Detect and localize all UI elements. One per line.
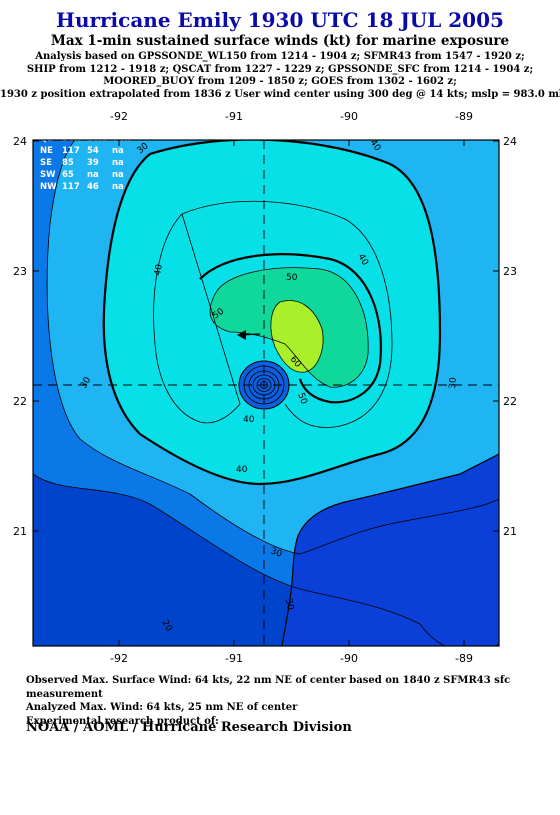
contour-label: 30 [269,546,283,559]
lon-tick-bottom: -92 [110,652,128,665]
footer-notes: Observed Max. Surface Wind: 64 kts, 22 n… [26,674,560,728]
wind-radii-header: 64K [112,134,131,144]
wind-map: -92 -91 -90 -89 24 23 22 21 24 23 22 21 … [0,104,560,674]
wind-radii-cell: NW [40,182,57,192]
observed-max-wind: Observed Max. Surface Wind: 64 kts, 22 n… [26,675,511,700]
wind-radii-cell: na [87,170,99,180]
lon-tick-bottom: -89 [455,652,473,665]
map-title: Hurricane Emily 1930 UTC 18 JUL 2005 [56,8,504,32]
storm-motion-arrow [237,330,246,340]
wind-radii-cell: na [112,146,124,156]
lon-tick-top: -92 [110,110,128,123]
lon-tick-top: -91 [225,110,243,123]
lat-tick-right: 24 [503,135,517,148]
contour-label: 40 [243,415,255,425]
map-subtitle: Max 1-min sustained surface winds (kt) f… [50,33,510,49]
contour-label: 40 [236,465,248,475]
wind-radii-cell: 54 [87,146,99,156]
lon-tick-top: -90 [340,110,358,123]
analysis-line: SHIP from 1212 - 1918 z; QSCAT from 1227… [26,63,534,75]
analysis-line: MOORED_BUOY from 1209 - 1850 z; GOES fro… [103,76,457,88]
analysis-line: Analysis based on GPSSONDE_WL150 from 12… [35,51,525,62]
wind-radii-cell: na [112,170,124,180]
research-product-label: Experimental research product of: [26,715,219,727]
contour-label: 30 [448,377,459,390]
yucatan-landmass [282,454,499,646]
lat-tick-left: 22 [13,395,27,408]
lat-tick-right: 23 [503,265,517,278]
lat-tick-right: 21 [503,525,517,538]
contour-label: 30 [283,598,295,611]
wind-radii-header: 50K [87,134,106,144]
analysis-sources: Analysis based on GPSSONDE_WL150 from 12… [0,51,560,101]
lat-tick-left: 24 [13,135,27,148]
wind-radii-cell: na [112,182,124,192]
lon-tick-top: -89 [455,110,473,123]
wind-radii-cell: SE [40,158,52,168]
analysis-line: 1930 z position extrapolated from 1836 z… [0,88,560,100]
wind-radii-header: 34K [62,134,81,144]
map-frame [32,139,500,647]
wind-radii-cell: na [112,158,124,168]
contour-label: 40 [153,263,165,276]
lon-tick-bottom: -90 [340,652,358,665]
lon-tick-bottom: -91 [225,652,243,665]
wind-radii-cell: 65 [62,170,74,180]
contour-labels: 30 30 40 40 40 40 40 50 50 50 60 30 30 2… [79,140,459,634]
analyzed-max-wind: Analyzed Max. Wind: 64 kts, 25 nm NE of … [26,702,298,713]
wind-radii-cell: SW [40,170,56,180]
wind-radii-table: WIND RADII (NM) QD 34K 50K 64K NE 117 54… [40,124,131,192]
wind-radii-cell: NE [40,146,53,156]
wind-field-svg: -92 -91 -90 -89 24 23 22 21 24 23 22 21 … [13,110,517,665]
wind-radii-cell: 117 [62,146,80,156]
organization-name: NOAA / AOML / Hurricane Research Divisio… [26,720,352,735]
contour-lines [33,140,499,646]
wind-radii-cell: 39 [87,158,99,168]
wind-radii-cell: 46 [87,182,99,192]
tick-marks [33,140,499,646]
lat-tick-left: 23 [13,265,27,278]
wind-radii-cell: 117 [62,182,80,192]
contour-label: 50 [295,392,308,406]
lat-tick-right: 22 [503,395,517,408]
contour-label: 50 [286,273,298,283]
lat-tick-left: 21 [13,525,27,538]
wind-radii-cell: 85 [62,158,74,168]
wind-band-60-64 [270,300,324,373]
wind-radii-title: WIND RADII (NM) [40,124,108,132]
wind-radii-header: QD [40,134,54,144]
